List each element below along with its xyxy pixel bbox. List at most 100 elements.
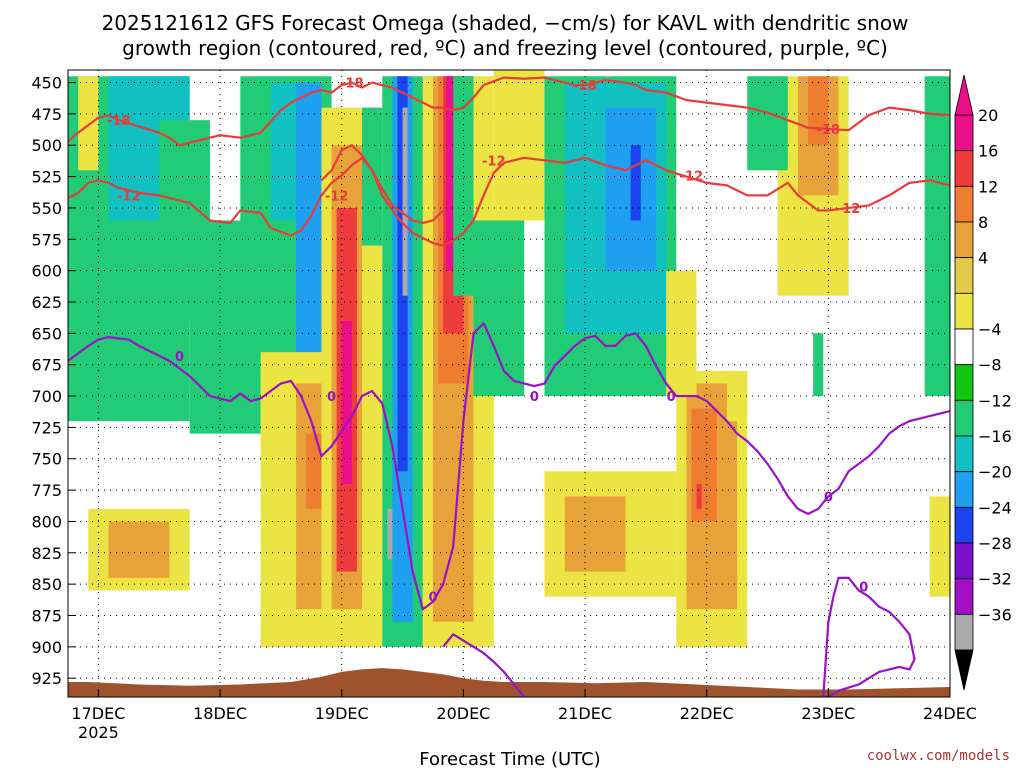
x-axis: 17DEC 18DEC 19DEC 20DEC 21DEC 22DEC 23DEC 24DEC… bbox=[71, 689, 977, 742]
y-tick-label: 675 bbox=[31, 356, 62, 375]
plot-area: -18 -18 -18 -18 -12 -12 -12 -12 -12 0 0 0 0 0 0 0 bbox=[67, 69, 951, 698]
contour-label: 0 bbox=[327, 390, 336, 405]
grid-lines bbox=[68, 70, 950, 697]
contour-label: -18 bbox=[107, 114, 131, 129]
y-tick-label: 775 bbox=[31, 481, 62, 500]
colorbar: 20 16 12 8 4 −4 −8 −12 −16 −20 −24 −28 −32 −36 bbox=[954, 74, 1012, 691]
colorbar-swatch bbox=[954, 328, 974, 366]
colorbar-swatch bbox=[954, 542, 974, 580]
y-axis: 450 475 500 525 550 575 600 625 650 675 700 725 750 7… bbox=[31, 74, 76, 688]
omega-cell bbox=[387, 508, 393, 560]
contours: -18 -18 -18 -18 -12 -12 -12 -12 -12 0 0 0 0 0 0 0 bbox=[68, 76, 950, 697]
contour-label: -18 bbox=[340, 77, 364, 92]
x-tick-label: 21DEC bbox=[558, 704, 612, 723]
omega-cell bbox=[630, 145, 641, 221]
plot-frame bbox=[67, 69, 951, 698]
contour-label: 0 bbox=[530, 390, 539, 405]
y-tick-label: 500 bbox=[31, 136, 62, 155]
omega-cell bbox=[564, 496, 626, 572]
x-tick-label: 22DEC bbox=[680, 704, 734, 723]
y-tick-label: 550 bbox=[31, 199, 62, 218]
terrain-fill bbox=[68, 668, 950, 697]
x-year-label: 2025 bbox=[78, 723, 119, 742]
chart-title-line1: 2025121612 GFS Forecast Omega (shaded, −… bbox=[102, 11, 909, 35]
y-tick-label: 450 bbox=[31, 74, 62, 93]
omega-cell bbox=[929, 496, 950, 597]
y-tick-label: 750 bbox=[31, 450, 62, 469]
omega-cell bbox=[341, 320, 352, 484]
contour-line bbox=[68, 76, 950, 147]
colorbar-swatch bbox=[954, 578, 974, 615]
omega-cell bbox=[402, 107, 408, 296]
contour-label: -12 bbox=[325, 189, 349, 204]
credit-text: coolwx.com/models bbox=[867, 748, 1010, 764]
colorbar-swatch bbox=[954, 292, 974, 330]
x-tick-label: 23DEC bbox=[801, 704, 855, 723]
y-tick-label: 800 bbox=[31, 512, 62, 531]
colorbar-label: 16 bbox=[978, 142, 998, 161]
colorbar-label: −16 bbox=[978, 427, 1012, 446]
contour-line bbox=[68, 322, 950, 611]
omega-cell bbox=[78, 76, 99, 171]
x-tick-label: 24DEC bbox=[923, 704, 977, 723]
colorbar-swatch bbox=[954, 150, 974, 187]
omega-cell bbox=[108, 521, 170, 578]
contour-label: -18 bbox=[573, 79, 597, 94]
omega-shading bbox=[68, 70, 950, 647]
omega-cell bbox=[924, 76, 950, 397]
x-tick-label: 20DEC bbox=[436, 704, 490, 723]
contour-label: 0 bbox=[667, 390, 676, 405]
x-tick-label: 17DEC bbox=[71, 704, 125, 723]
x-tick-label: 18DEC bbox=[193, 704, 247, 723]
y-tick-label: 575 bbox=[31, 230, 62, 249]
colorbar-label: −36 bbox=[978, 605, 1012, 624]
omega-cell bbox=[726, 370, 748, 422]
y-tick-label: 700 bbox=[31, 387, 62, 406]
colorbar-swatch bbox=[954, 364, 974, 401]
colorbar-bottom-arrow bbox=[954, 649, 974, 691]
y-tick-label: 900 bbox=[31, 638, 62, 657]
colorbar-label: 12 bbox=[978, 177, 998, 196]
chart-title-line2: growth region (contoured, red, ºC) and f… bbox=[122, 36, 888, 60]
colorbar-label: 4 bbox=[978, 249, 988, 268]
colorbar-swatch bbox=[954, 435, 974, 473]
contour-label: 0 bbox=[824, 490, 833, 505]
contour-label: -12 bbox=[680, 169, 704, 184]
y-tick-label: 650 bbox=[31, 324, 62, 343]
omega-cell bbox=[453, 76, 474, 296]
omega-cell bbox=[691, 408, 717, 522]
colorbar-swatch bbox=[954, 471, 974, 508]
y-tick-label: 925 bbox=[31, 669, 62, 688]
contour-label: -18 bbox=[817, 123, 841, 138]
colorbar-swatch bbox=[954, 221, 974, 259]
contour-line bbox=[442, 633, 526, 697]
y-tick-label: 875 bbox=[31, 606, 62, 625]
contour-label: 0 bbox=[859, 581, 868, 596]
omega-cell bbox=[362, 107, 383, 246]
contour-label: 0 bbox=[428, 591, 437, 606]
colorbar-label: −4 bbox=[978, 320, 1002, 339]
contour-label: 0 bbox=[175, 350, 184, 365]
colorbar-label: −28 bbox=[978, 534, 1012, 553]
y-tick-label: 625 bbox=[31, 293, 62, 312]
contour-line bbox=[822, 576, 916, 697]
colorbar-swatch bbox=[954, 613, 974, 651]
y-tick-label: 725 bbox=[31, 418, 62, 437]
colorbar-label: −12 bbox=[978, 391, 1012, 410]
y-tick-label: 525 bbox=[31, 168, 62, 187]
colorbar-label: 20 bbox=[978, 106, 998, 125]
omega-cell bbox=[696, 483, 702, 509]
omega-cell bbox=[666, 270, 697, 397]
colorbar-swatch bbox=[954, 114, 974, 152]
colorbar-swatch bbox=[954, 257, 974, 294]
y-tick-label: 825 bbox=[31, 544, 62, 563]
colorbar-label: 8 bbox=[978, 213, 988, 232]
contour-label: -12 bbox=[117, 189, 141, 204]
omega-cell bbox=[747, 76, 788, 171]
y-tick-label: 600 bbox=[31, 262, 62, 281]
colorbar-label: −24 bbox=[978, 498, 1012, 517]
contour-label: -12 bbox=[837, 202, 861, 217]
colorbar-swatch bbox=[954, 399, 974, 437]
colorbar-swatch bbox=[954, 185, 974, 223]
